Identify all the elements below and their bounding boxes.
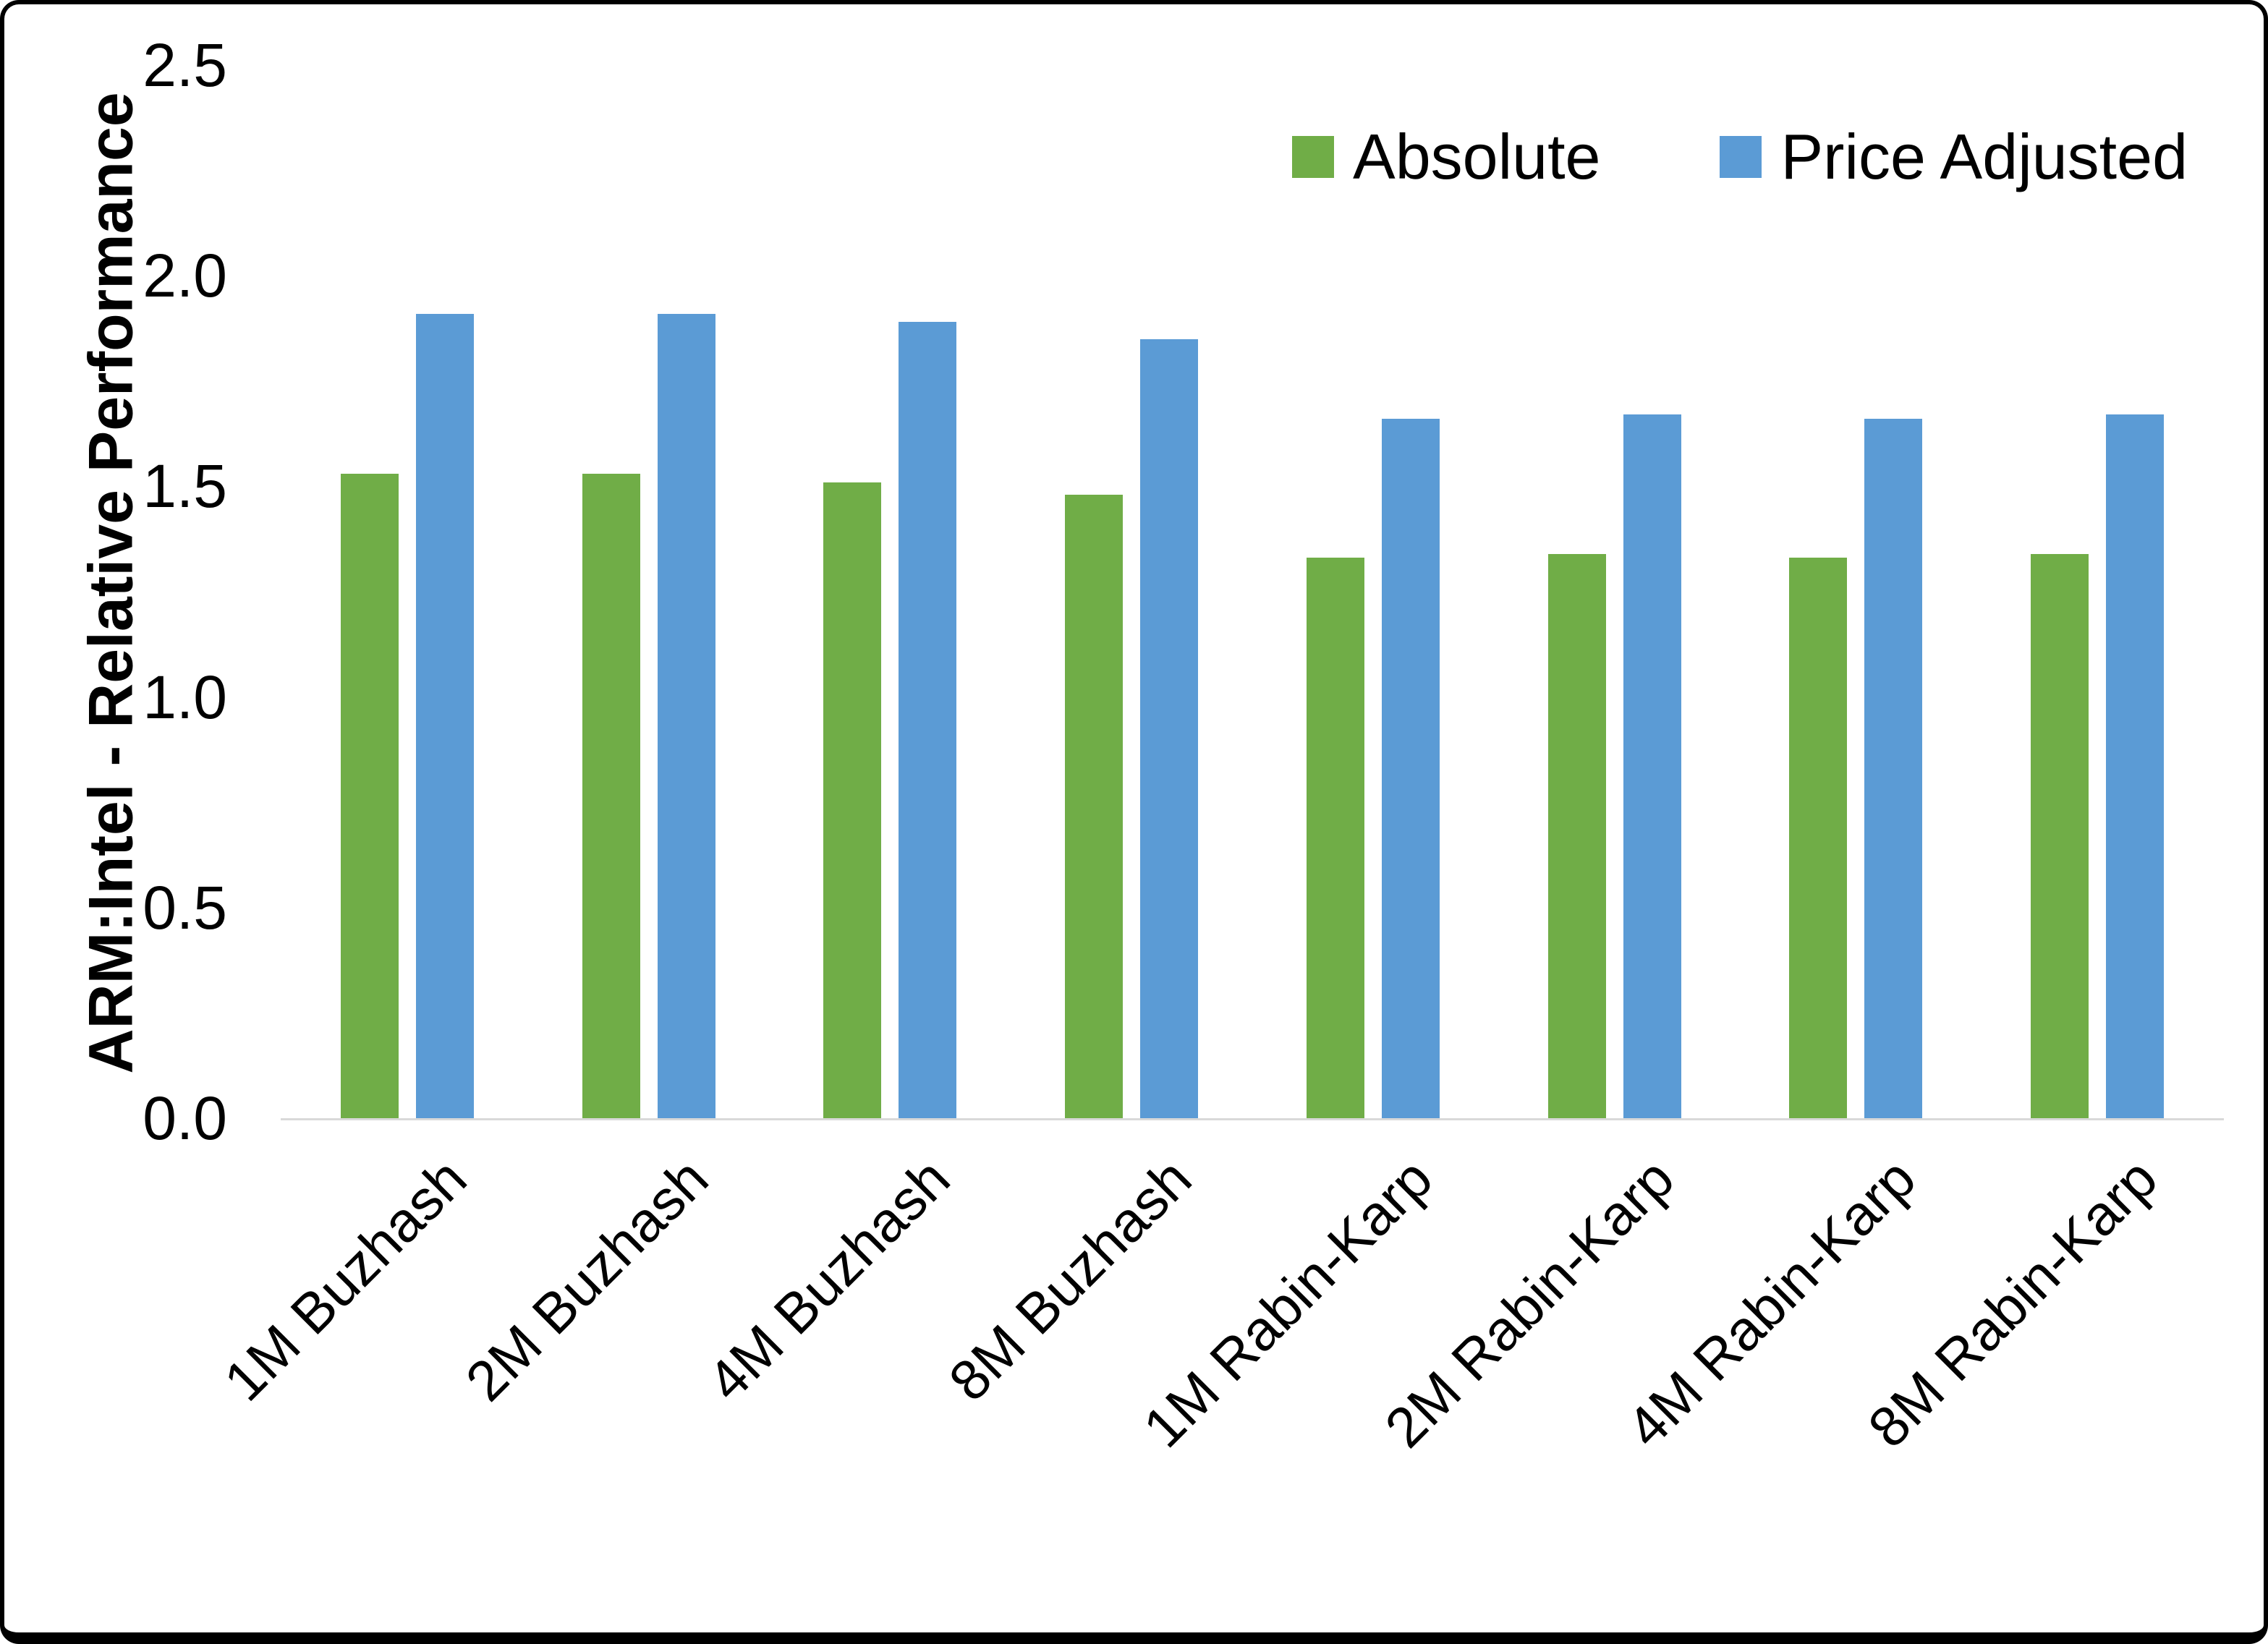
x-category-label: 4M Buzhash xyxy=(695,1146,962,1413)
bar-price-adjusted xyxy=(899,322,957,1118)
bar-price-adjusted xyxy=(1623,414,1681,1118)
x-category-label: 8M Buzhash xyxy=(936,1146,1204,1413)
x-category-label: 8M Rabin-Karp xyxy=(1855,1146,2170,1460)
x-axis-line xyxy=(281,1118,2224,1120)
bar-absolute xyxy=(1789,558,1848,1118)
bar-absolute xyxy=(1065,495,1124,1118)
bar-price-adjusted xyxy=(1864,419,1923,1118)
bar-price-adjusted xyxy=(2106,414,2165,1118)
legend: Absolute Price Adjusted xyxy=(1292,120,2188,194)
y-tick-label: 2.5 xyxy=(143,31,227,99)
legend-item-price-adjusted: Price Adjusted xyxy=(1720,120,2188,194)
bar-price-adjusted xyxy=(1140,338,1199,1118)
x-category-label: 2M Buzhash xyxy=(453,1146,721,1413)
x-category-label: 4M Rabin-Karp xyxy=(1614,1146,1928,1460)
x-category-label: 1M Rabin-Karp xyxy=(1131,1146,1445,1460)
y-axis-title: ARM:Intel - Relative Performance xyxy=(76,92,146,1074)
x-category-label: 1M Buzhash xyxy=(211,1146,479,1413)
bar-absolute xyxy=(1306,558,1364,1118)
x-category-label: 2M Rabin-Karp xyxy=(1372,1146,1686,1460)
bar-price-adjusted xyxy=(415,313,474,1118)
bar-absolute xyxy=(823,482,882,1118)
legend-item-absolute: Absolute xyxy=(1292,120,1600,194)
bar-price-adjusted xyxy=(657,313,715,1118)
bar-absolute xyxy=(1547,553,1606,1118)
chart-canvas: ARM:Intel - Relative Performance Absolut… xyxy=(4,4,2264,1632)
legend-swatch-price-adjusted-icon xyxy=(1720,136,1762,178)
legend-swatch-absolute-icon xyxy=(1292,136,1334,178)
bar-absolute xyxy=(2031,553,2089,1118)
legend-label-price-adjusted: Price Adjusted xyxy=(1780,121,2188,192)
plot-area xyxy=(4,4,2264,1632)
legend-label-absolute: Absolute xyxy=(1353,121,1601,192)
bar-absolute xyxy=(340,473,399,1118)
bar-absolute xyxy=(582,473,640,1118)
bar-price-adjusted xyxy=(1381,419,1440,1118)
x-axis-category-labels: 1M Buzhash 2M Buzhash 4M Buzhash 8M Buzhash… xyxy=(4,4,2264,1632)
y-axis-tick-labels: 0.0 0.5 1.0 1.5 2.0 2.5 xyxy=(4,4,2264,1632)
y-tick-label: 0.0 xyxy=(143,1084,227,1152)
